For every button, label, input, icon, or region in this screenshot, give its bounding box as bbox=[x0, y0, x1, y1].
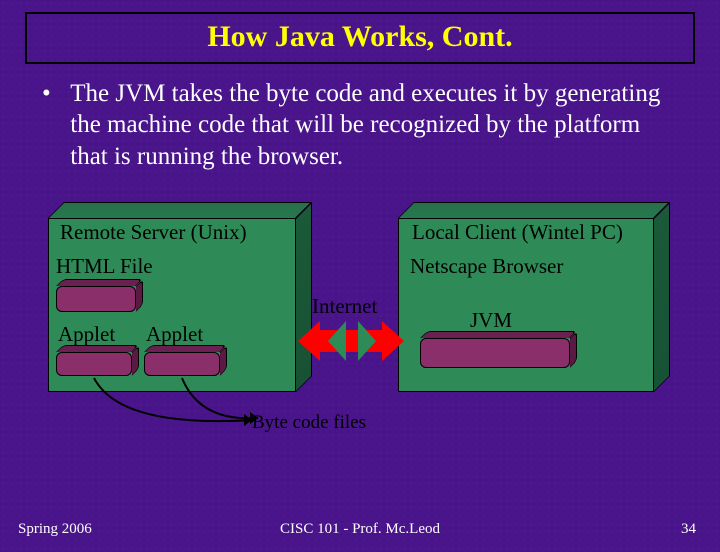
internet-label: Internet bbox=[312, 294, 377, 319]
internet-arrow bbox=[320, 330, 382, 352]
page-title: How Java Works, Cont. bbox=[207, 20, 512, 53]
client-title: Local Client (Wintel PC) bbox=[412, 220, 623, 245]
bullet-text: The JVM takes the byte code and executes… bbox=[70, 78, 670, 172]
htmlfile-pill bbox=[56, 286, 136, 312]
applet2-pill bbox=[144, 352, 220, 376]
applet1-label: Applet bbox=[58, 322, 115, 347]
bullet-marker: • bbox=[42, 78, 64, 109]
diagram: Remote Server (Unix) HTML File Applet Ap… bbox=[0, 190, 720, 450]
server-title: Remote Server (Unix) bbox=[60, 220, 247, 245]
server-sub: HTML File bbox=[56, 254, 153, 279]
jvm-label: JVM bbox=[470, 308, 512, 333]
bullet-block: • The JVM takes the byte code and execut… bbox=[42, 78, 678, 172]
client-sub: Netscape Browser bbox=[410, 254, 563, 279]
footer-center: CISC 101 - Prof. Mc.Leod bbox=[0, 521, 720, 538]
jvm-pill bbox=[420, 338, 570, 368]
applet2-label: Applet bbox=[146, 322, 203, 347]
title-box: How Java Works, Cont. bbox=[25, 12, 695, 64]
footer-right: 34 bbox=[681, 521, 696, 538]
bytecode-label: Byte code files bbox=[252, 412, 366, 434]
applet1-pill bbox=[56, 352, 132, 376]
